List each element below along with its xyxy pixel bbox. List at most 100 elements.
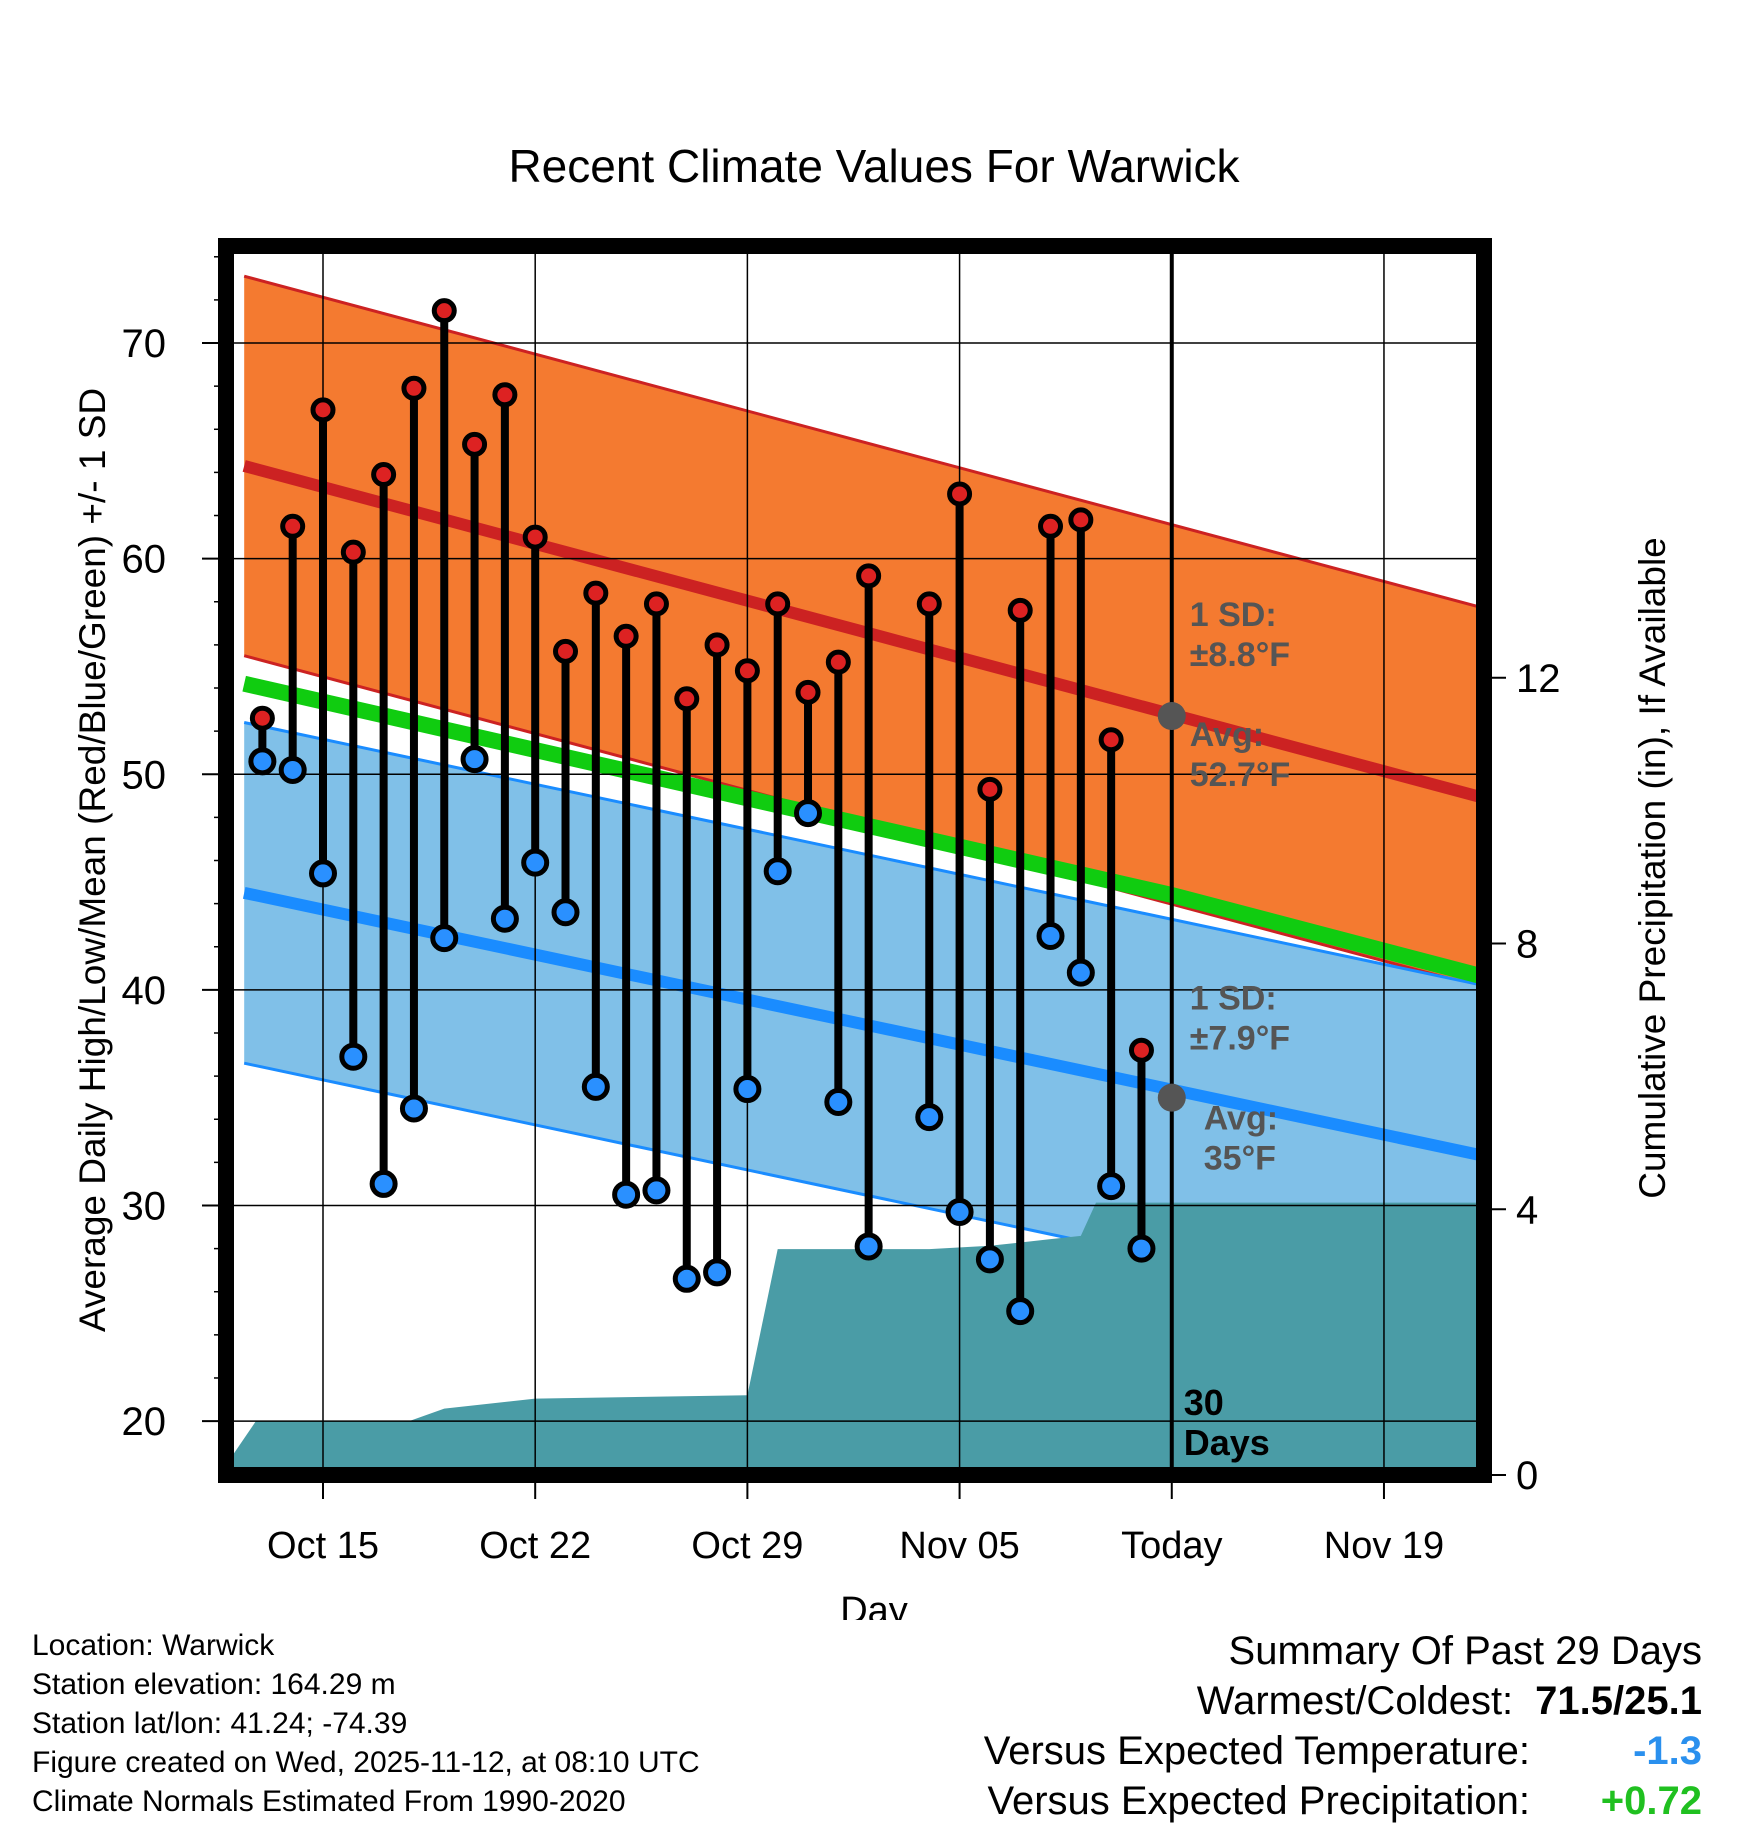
summary-panel: Summary Of Past 29 Days Warmest/Coldest:… [984,1626,1702,1826]
y2-tick-label: 8 [1516,923,1538,967]
created-text: Figure created on Wed, 2025-11-12, at 08… [32,1746,700,1779]
daily-low-point [490,904,519,933]
y2-tick-label: 12 [1516,657,1561,701]
daily-high-point [1098,727,1124,753]
plot-area [226,246,1484,1475]
x-tick-label: Nov 05 [899,1525,1019,1567]
daily-high-point [734,658,760,684]
daily-high-point [1068,507,1094,533]
daily-low-point [1036,921,1065,950]
daily-high-point [1128,1037,1154,1063]
latlon-text: Station lat/lon: 41.24; -74.39 [32,1707,408,1740]
y-tick-label: 60 [122,538,167,582]
chart-title: Recent Climate Values For Warwick [508,140,1240,192]
daily-high-point [1007,597,1033,623]
y-axis-label: Average Daily High/Low/Mean (Red/Blue/Gr… [72,388,113,1332]
daily-low-point [430,924,459,953]
low-avg-value: 35°F [1204,1140,1276,1178]
location-text: Location: Warwick [32,1629,275,1662]
daily-high-point [492,382,518,408]
daily-low-point [581,1072,610,1101]
daily-low-point [339,1042,368,1071]
daily-low-point [612,1180,641,1209]
daily-high-point [765,591,791,617]
daily-high-point [401,375,427,401]
daily-high-point [371,462,397,488]
vs-temp-value: -1.3 [1633,1729,1702,1773]
daily-high-point [916,591,942,617]
daily-low-point [763,857,792,886]
climate-chart: Recent Climate Values For Warwick 1 SD:±… [72,140,1673,1620]
normal-high-line [242,460,1484,804]
daily-low-point [399,1094,428,1123]
daily-low-point [460,745,489,774]
x-tick-label: Oct 29 [691,1525,803,1567]
summary-title: Summary Of Past 29 Days [1228,1629,1702,1673]
vs-temp-label: Versus Expected Temperature: [983,1729,1530,1773]
high-sd-value: ±8.8°F [1190,636,1290,674]
high-avg-marker [1157,702,1186,731]
daily-high-point [674,686,700,712]
vs-precip-label: Versus Expected Precipitation: [987,1779,1530,1823]
low-sd-value: ±7.9°F [1190,1020,1290,1058]
daily-low-point [642,1176,671,1205]
sd-band-upper-edge [243,721,1484,988]
warmest-coldest-value: 71.5/25.1 [1535,1679,1702,1723]
daily-high-point [825,649,851,675]
daily-low-point [1097,1172,1126,1201]
y-tick-label: 40 [122,969,167,1013]
x-tick-label: Oct 15 [267,1525,379,1567]
daily-high-point [643,591,669,617]
x-axis-label: Day [840,1590,908,1620]
daily-high-point [856,563,882,589]
x-tick-label: Nov 19 [1324,1525,1444,1567]
high-sd-label: 1 SD: [1190,596,1277,634]
daily-high-point [310,397,336,423]
today-days-label: Days [1184,1422,1270,1463]
x-tick-label: Oct 22 [479,1525,591,1567]
daily-low-point [309,859,338,888]
daily-low-point [703,1258,732,1287]
high-avg-label: Avg: [1190,716,1264,754]
y-tick-label: 70 [122,322,167,366]
daily-low-point [854,1232,883,1261]
high-avg-value: 52.7°F [1190,756,1291,794]
y-tick-label: 30 [122,1184,167,1228]
daily-high-point [583,580,609,606]
daily-low-point [733,1075,762,1104]
x-tick-label: Today [1121,1525,1222,1567]
daily-low-point [1127,1234,1156,1263]
low-avg-marker [1157,1083,1186,1112]
daily-high-point [249,705,275,731]
daily-high-point [522,524,548,550]
daily-high-point [977,776,1003,802]
daily-low-point [794,799,823,828]
daily-low-point [521,848,550,877]
station-info: Location: Warwick Station elevation: 164… [32,1626,700,1821]
vs-precip-value: +0.72 [1600,1779,1702,1823]
daily-high-point [704,632,730,658]
summary-vs-precip: Versus Expected Precipitation: +0.72 [984,1776,1702,1826]
daily-low-point [915,1103,944,1132]
daily-low-point [551,898,580,927]
daily-low-point [824,1087,853,1116]
low-avg-label: Avg: [1204,1100,1278,1138]
precip-area [226,1202,1484,1475]
daily-low-point [672,1264,701,1293]
low-sd-label: 1 SD: [1190,980,1277,1018]
daily-high-point [431,298,457,324]
today-days-count: 30 [1184,1382,1224,1423]
normals-text: Climate Normals Estimated From 1990-2020 [32,1785,626,1818]
daily-high-point [462,431,488,457]
daily-low-point [1006,1297,1035,1326]
y2-tick-label: 0 [1516,1454,1538,1498]
daily-low-point [278,755,307,784]
daily-low-point [369,1169,398,1198]
elevation-text: Station elevation: 164.29 m [32,1668,396,1701]
y2-axis-label: Cumulative Precipitation (in), If Availa… [1632,537,1673,1199]
daily-high-point [613,623,639,649]
summary-vs-temp: Versus Expected Temperature: -1.3 [984,1726,1702,1776]
daily-low-point [248,747,277,776]
y2-tick-label: 4 [1516,1188,1538,1232]
daily-low-point [975,1245,1004,1274]
